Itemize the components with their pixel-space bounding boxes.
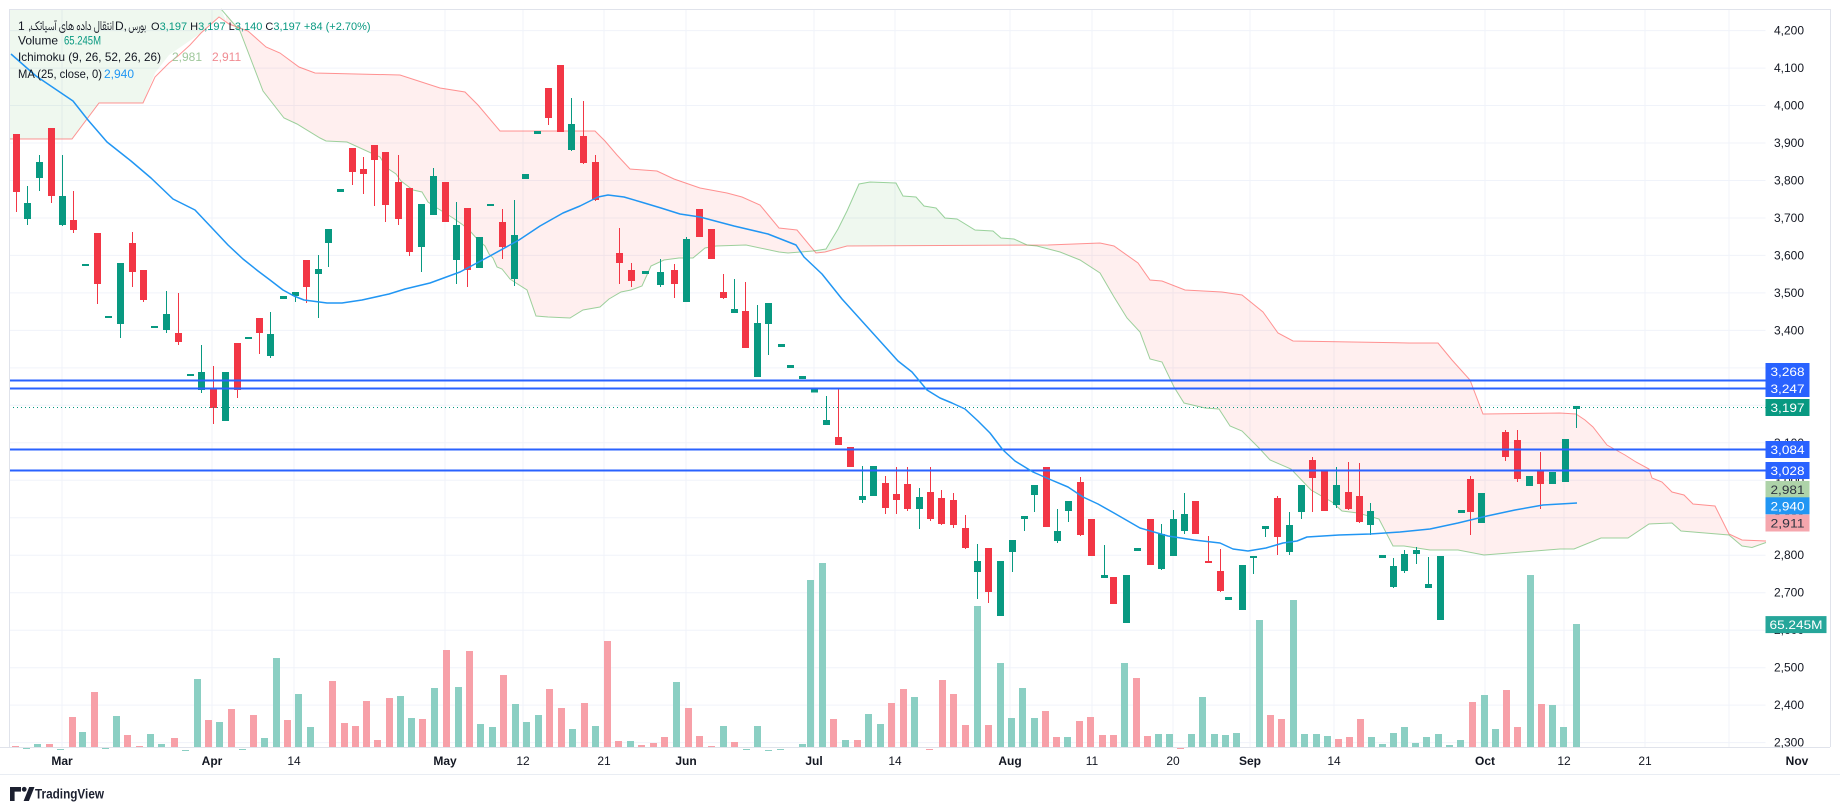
svg-text:4,200: 4,200 (1774, 24, 1804, 38)
svg-text:14: 14 (1327, 754, 1341, 768)
svg-text:65.245M: 65.245M (64, 34, 101, 48)
svg-text:MA (25, close, 0): MA (25, close, 0) (18, 67, 102, 81)
svg-text:2,911: 2,911 (212, 50, 241, 64)
svg-text:3,600: 3,600 (1774, 248, 1804, 262)
svg-text:4,000: 4,000 (1774, 99, 1804, 113)
svg-text:12: 12 (1557, 754, 1571, 768)
svg-text:21: 21 (1638, 754, 1652, 768)
svg-text:3,028: 3,028 (1771, 464, 1805, 478)
svg-text:Sep: Sep (1239, 754, 1261, 768)
svg-text:2,500: 2,500 (1774, 661, 1804, 675)
svg-text:O3,197 H3,197 L3,140 C3,197 +8: O3,197 H3,197 L3,140 C3,197 +84 (+2.70%) (151, 21, 371, 33)
svg-text:3,800: 3,800 (1774, 174, 1804, 188)
svg-text:2,940: 2,940 (104, 67, 134, 81)
svg-text:May: May (433, 754, 457, 768)
svg-text:3,268: 3,268 (1771, 365, 1805, 379)
svg-text:14: 14 (888, 754, 902, 768)
svg-text:3,700: 3,700 (1774, 211, 1804, 225)
svg-text:TradingView: TradingView (35, 786, 104, 802)
svg-text:Nov: Nov (1786, 754, 1809, 768)
svg-text:Apr: Apr (202, 754, 223, 768)
svg-text:4,100: 4,100 (1774, 61, 1804, 75)
svg-text:Mar: Mar (51, 754, 73, 768)
svg-text:2,940: 2,940 (1771, 499, 1805, 513)
svg-text:2,800: 2,800 (1774, 548, 1804, 562)
svg-text:Aug: Aug (998, 754, 1021, 768)
svg-text:Volume: Volume (18, 34, 58, 48)
svg-text:3,900: 3,900 (1774, 136, 1804, 150)
svg-text:14: 14 (287, 754, 301, 768)
svg-text:3,400: 3,400 (1774, 323, 1804, 337)
svg-text:12: 12 (516, 754, 530, 768)
svg-text:Jun: Jun (675, 754, 696, 768)
svg-text:11: 11 (1086, 754, 1099, 768)
svg-text:3,500: 3,500 (1774, 286, 1804, 300)
svg-text:1 ,: 1 , (18, 19, 31, 33)
svg-text:2,700: 2,700 (1774, 586, 1804, 600)
svg-text:Oct: Oct (1475, 754, 1495, 768)
svg-text:20: 20 (1166, 754, 1180, 768)
svg-text:2,911: 2,911 (1771, 517, 1805, 531)
svg-text:2,400: 2,400 (1774, 698, 1804, 712)
svg-text:3,084: 3,084 (1771, 443, 1805, 457)
svg-text:2,981: 2,981 (1771, 483, 1805, 497)
svg-text:2,300: 2,300 (1774, 736, 1804, 750)
svg-text:21: 21 (597, 754, 611, 768)
svg-text:D,: D, (115, 19, 127, 33)
svg-text:3,247: 3,247 (1771, 382, 1805, 396)
svg-text:Ichimoku (9, 26, 52, 26, 26): Ichimoku (9, 26, 52, 26, 26) (18, 50, 161, 64)
svg-text:Jul: Jul (805, 754, 822, 768)
svg-text:3,197: 3,197 (1771, 401, 1805, 415)
svg-text:65.245M: 65.245M (1770, 618, 1823, 632)
svg-text:2,981: 2,981 (172, 50, 202, 64)
